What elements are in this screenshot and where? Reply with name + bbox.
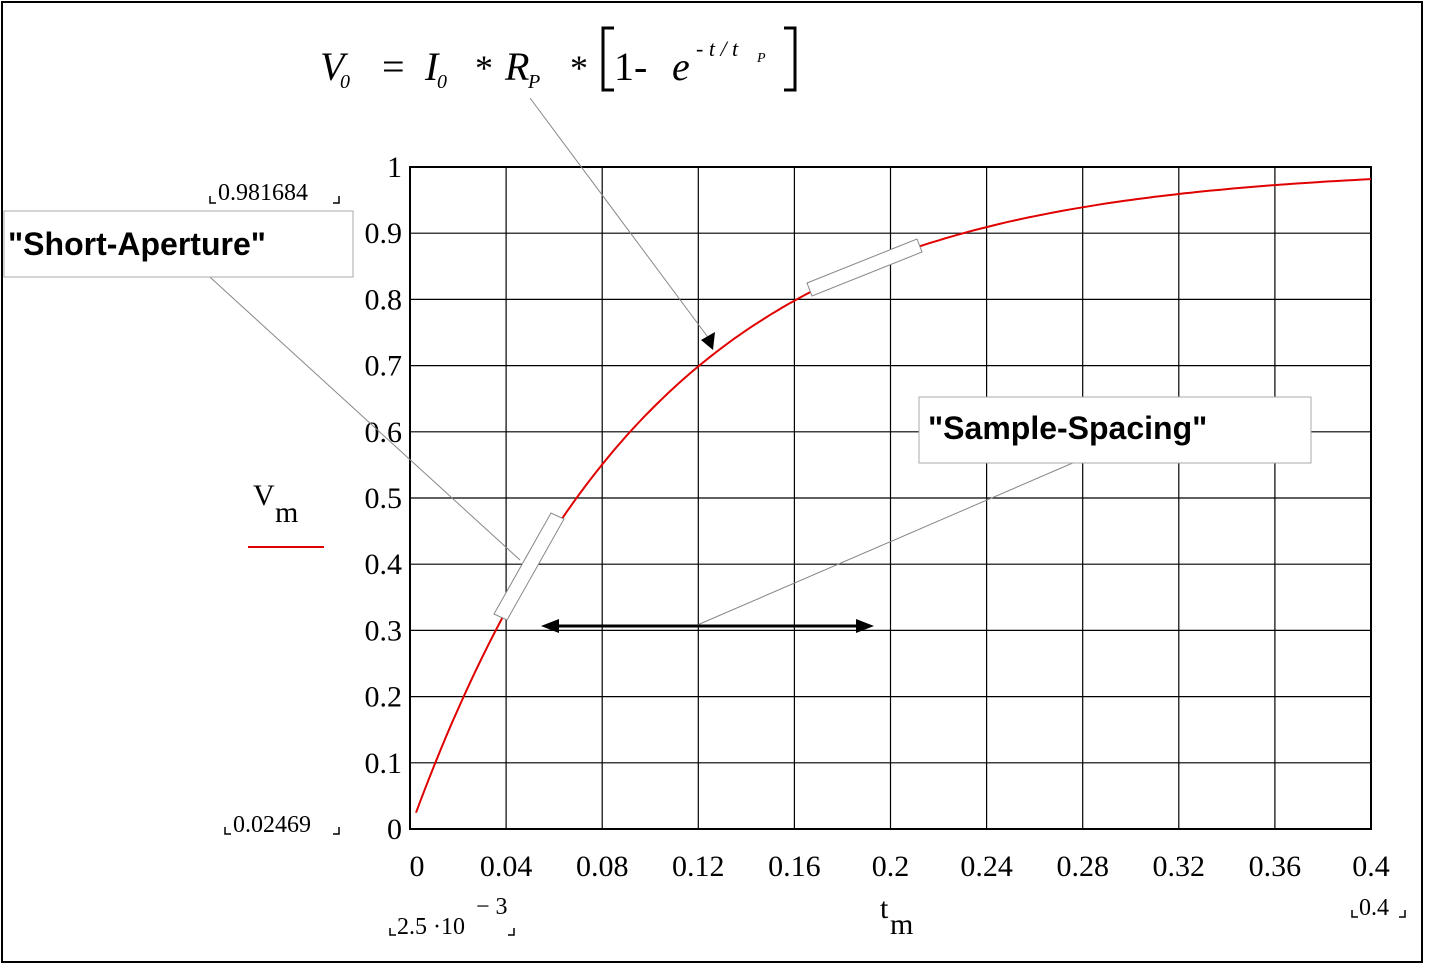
aperture-marker-2 xyxy=(806,238,923,297)
eq-i-sub: 0 xyxy=(437,71,447,93)
legend-label-sub: m xyxy=(275,496,298,529)
y-tick-label: 0.9 xyxy=(365,217,403,250)
aperture-markers xyxy=(493,238,923,621)
x-axis-label: t m xyxy=(880,892,913,941)
range-markers: 0.981684 0.02469 2.5 ·10 − 3 0.4 xyxy=(209,180,1406,940)
eq-times-1: * xyxy=(475,48,493,88)
ymin-bracket-left xyxy=(224,827,231,835)
y-tick-label: 0.4 xyxy=(365,548,403,581)
grid xyxy=(409,166,1372,830)
aperture-marker-1 xyxy=(493,512,565,621)
eq-lhs: V xyxy=(320,44,349,89)
equation-arrow-head xyxy=(701,332,715,350)
eq-times-2: * xyxy=(570,48,588,88)
short-aperture-label: "Short-Aperture" xyxy=(8,226,266,262)
x-tick-label: 0.12 xyxy=(672,850,725,883)
y-tick-label: 0.6 xyxy=(365,416,403,449)
x-tick-label: 0.36 xyxy=(1249,850,1302,883)
y-tick-label: 0 xyxy=(387,813,402,846)
eq-exponent-sub: P xyxy=(756,51,766,66)
eq-i: I xyxy=(424,44,440,89)
y-tick-label: 0.5 xyxy=(365,482,403,515)
y-tick-label: 1 xyxy=(387,151,402,184)
ymin-bracket-right xyxy=(333,827,340,835)
sample-spacing-arrow xyxy=(541,619,874,633)
legend-label: V xyxy=(253,479,275,512)
leader-equation xyxy=(529,97,711,341)
series-line-vm xyxy=(415,178,1372,814)
eq-left-bracket xyxy=(601,26,614,92)
ymax-mark: 0.981684 xyxy=(218,180,308,206)
xmin-bracket-right xyxy=(508,928,515,936)
x-tick-label: 0 xyxy=(410,850,425,883)
x-tick-label: 0.4 xyxy=(1352,850,1390,883)
eq-lhs-sub: 0 xyxy=(340,71,350,93)
short-aperture-callout: "Short-Aperture" xyxy=(3,210,354,278)
y-tick-label: 0.1 xyxy=(365,747,403,780)
y-tick-label: 0.8 xyxy=(365,283,403,316)
sample-spacing-label: "Sample-Spacing" xyxy=(928,410,1207,446)
xmax-mark: 0.4 xyxy=(1359,895,1389,921)
sample-spacing-arrow-left xyxy=(541,619,559,633)
short-aperture-box xyxy=(3,210,354,278)
ymax-bracket-left xyxy=(209,196,216,204)
leader-sample-spacing xyxy=(694,461,1076,627)
x-axis-label-sub: m xyxy=(890,908,913,941)
x-tick-label: 0.16 xyxy=(768,850,821,883)
plot-frame xyxy=(409,166,1372,830)
y-tick-label: 0.3 xyxy=(365,614,403,647)
x-tick-labels: 0 0.04 0.08 0.12 0.16 0.2 0.24 0.28 0.32 0.36 0.4 xyxy=(410,850,1390,883)
legend: V m xyxy=(248,479,324,548)
sample-spacing-callout: "Sample-Spacing" xyxy=(918,396,1312,464)
ymin-mark: 0.02469 xyxy=(233,812,311,838)
figure-border xyxy=(1,1,1423,963)
y-tick-label: 0.2 xyxy=(365,681,403,714)
xmin-mark-exponent: − 3 xyxy=(476,894,508,920)
annotation-leaders xyxy=(199,97,1076,627)
x-tick-label: 0.24 xyxy=(960,850,1013,883)
xmin-mark-base: 2.5 ·10 xyxy=(397,914,465,940)
sample-spacing-arrow-right xyxy=(856,619,874,633)
eq-r-sub: P xyxy=(527,71,540,93)
y-tick-labels: 0 0.1 0.2 0.3 0.4 0.5 0.6 0.7 0.8 0.9 1 xyxy=(365,151,403,846)
eq-sign: = xyxy=(382,44,405,89)
x-tick-label: 0.28 xyxy=(1056,850,1109,883)
x-tick-label: 0.08 xyxy=(576,850,629,883)
eq-r: R xyxy=(504,44,529,89)
y-tick-label: 0.7 xyxy=(365,350,403,383)
x-tick-label: 0.32 xyxy=(1153,850,1206,883)
sample-spacing-box xyxy=(918,396,1312,464)
eq-e: e xyxy=(672,44,690,89)
equation: V 0 = I 0 * R P * 1- e - t / t P xyxy=(320,26,797,93)
ymax-bracket-right xyxy=(333,196,340,204)
eq-one-minus: 1- xyxy=(614,44,647,89)
xmax-bracket-left xyxy=(1351,910,1358,918)
xmin-bracket-left xyxy=(389,928,396,936)
xmax-bracket-right xyxy=(1399,910,1406,918)
eq-right-bracket xyxy=(784,26,797,92)
x-tick-label: 0.2 xyxy=(872,850,910,883)
x-tick-label: 0.04 xyxy=(480,850,533,883)
eq-exponent: - t / t xyxy=(696,36,739,61)
x-axis-label-main: t xyxy=(880,892,889,925)
leader-short-aperture xyxy=(199,267,521,561)
